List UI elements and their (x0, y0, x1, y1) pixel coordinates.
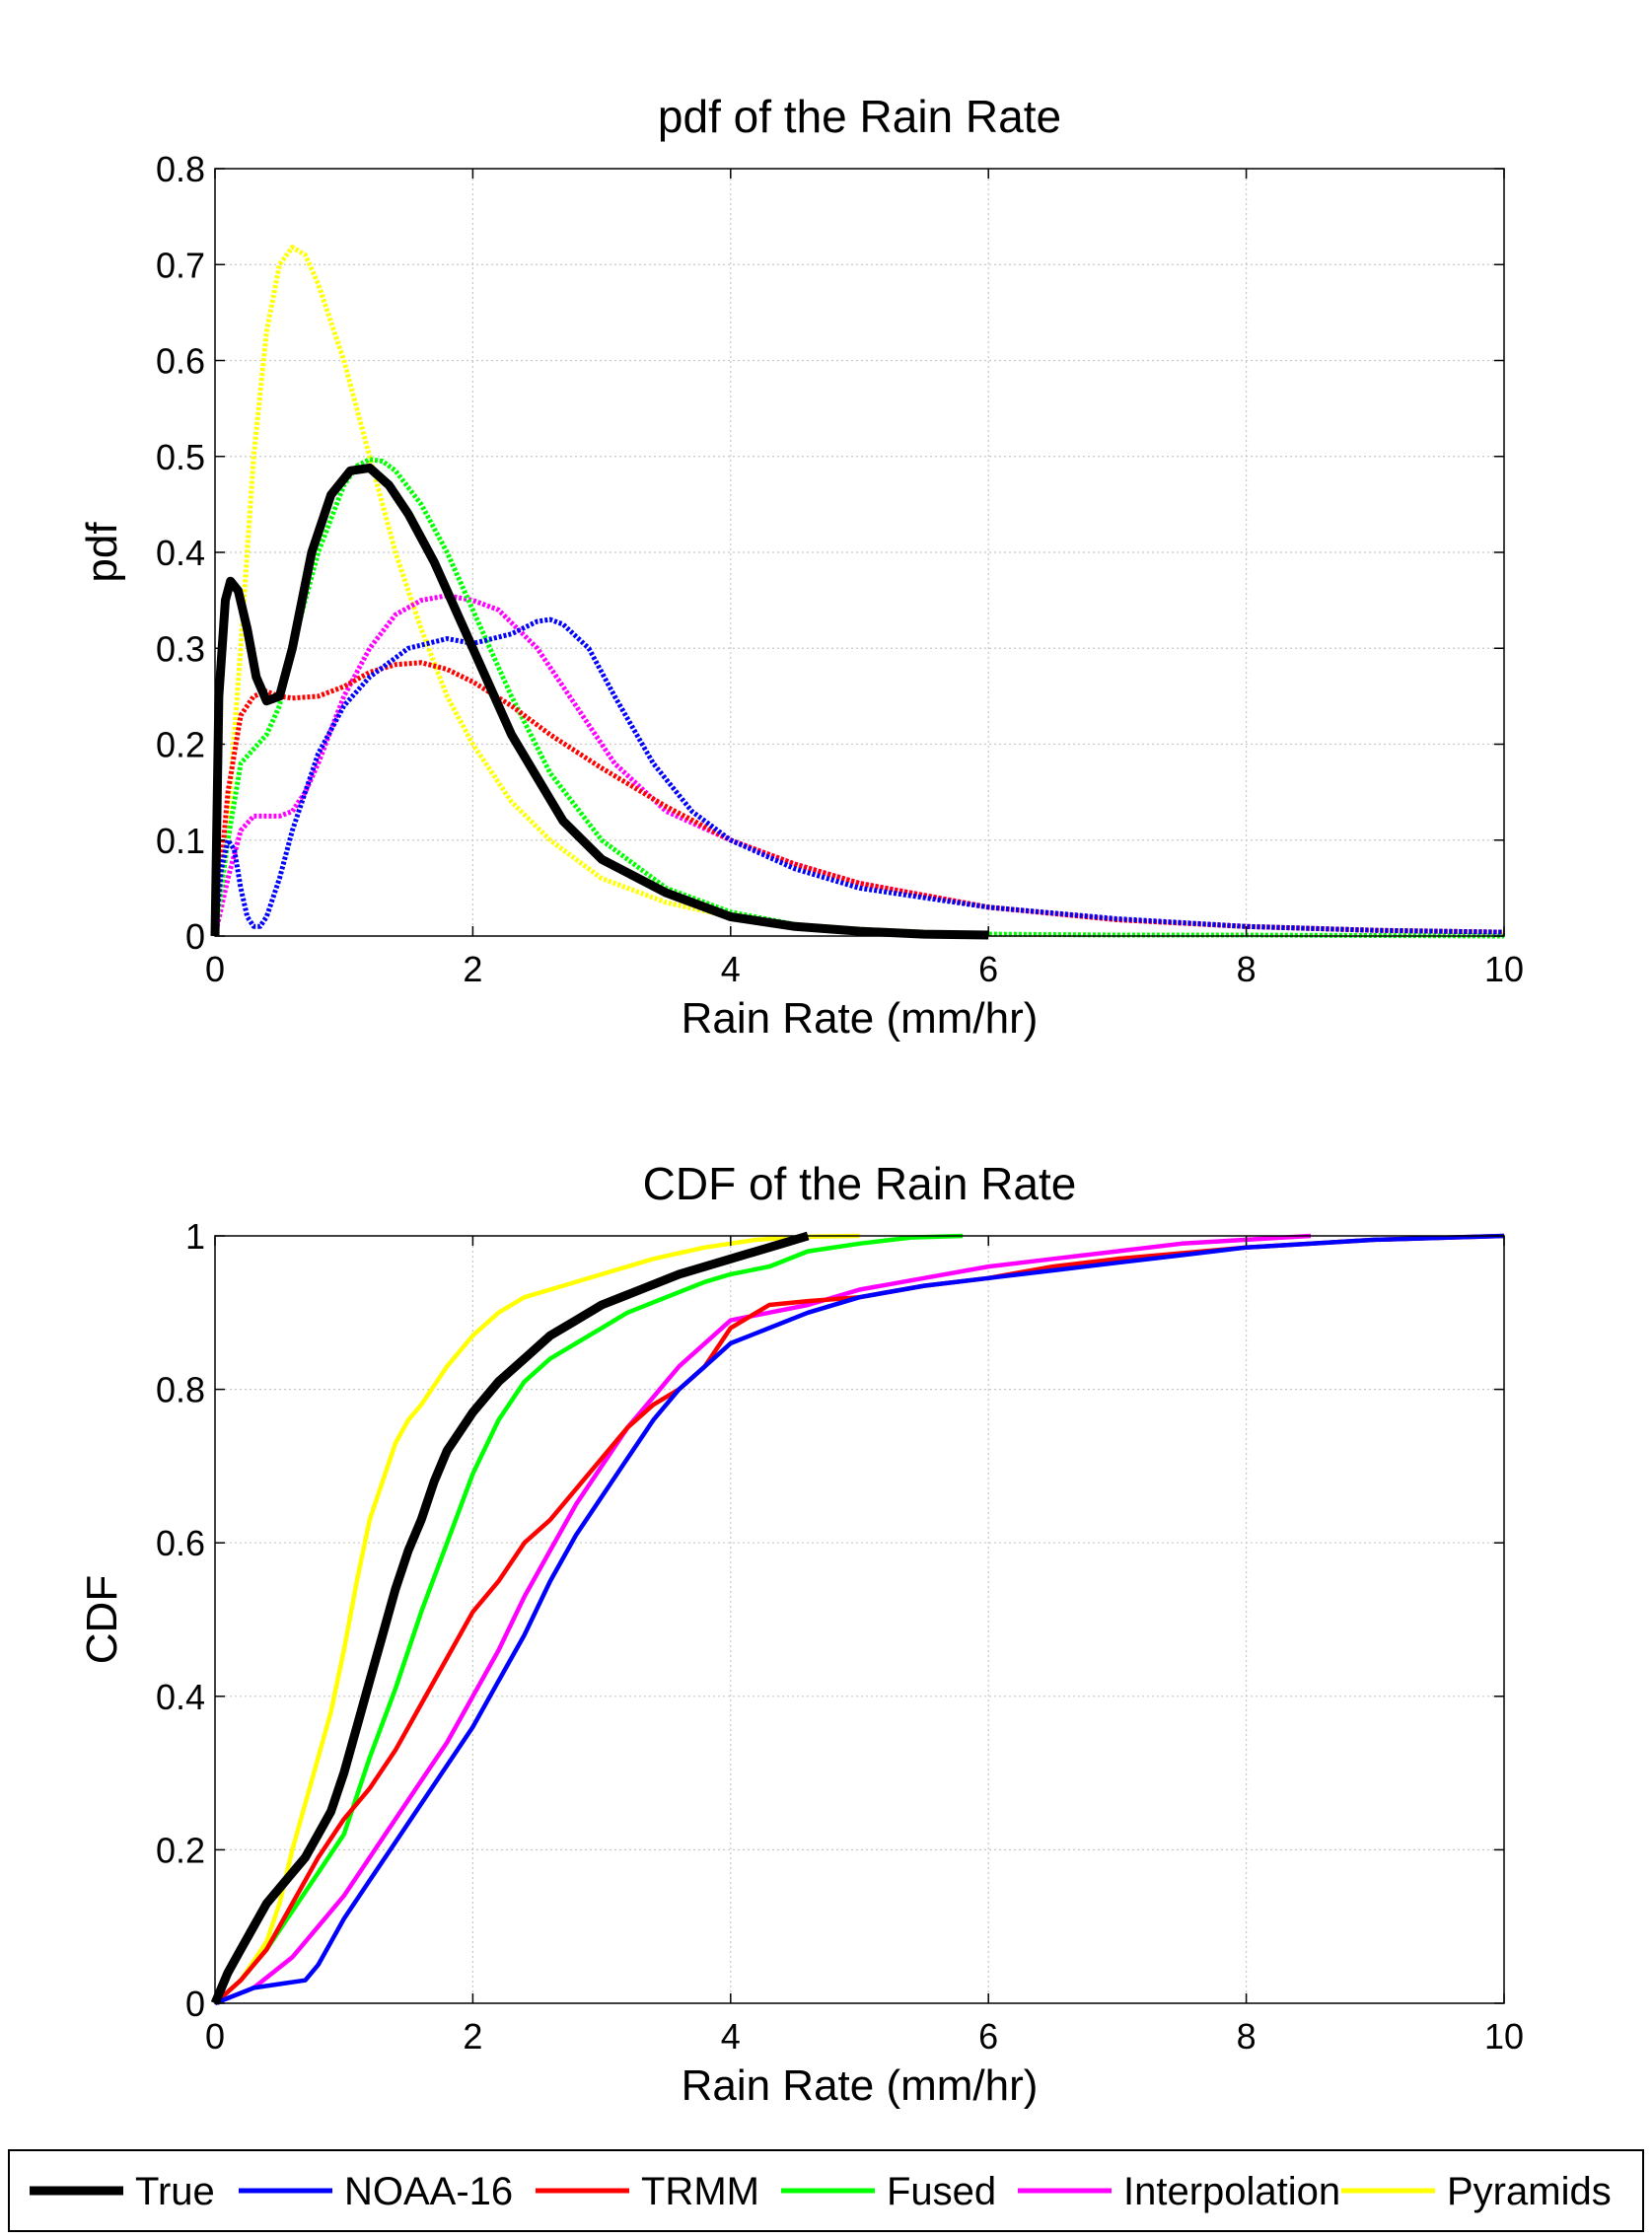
series-line-true (210, 1231, 810, 2005)
y-tick-label: 0.4 (156, 1677, 205, 1717)
series-line-trmm (212, 660, 1505, 937)
x-axis-label: Rain Rate (mm/hr) (682, 994, 1039, 1043)
series-line-true (210, 463, 989, 940)
y-tick-label: 0.7 (156, 245, 205, 285)
series-line-pyramids (213, 1233, 860, 2005)
y-tick-label: 0 (185, 916, 205, 957)
y-tick-label: 0.3 (156, 628, 205, 669)
y-tick-label: 0.1 (156, 821, 205, 861)
plot-area (215, 1236, 1504, 2003)
chart-title: CDF of the Rain Rate (643, 1158, 1077, 1209)
x-tick-label: 4 (721, 949, 741, 989)
cdf-panel: 0 2 4 6 8 10 0 0.2 0.4 0.6 0.8 1 CDF of the Rain Rat… (78, 1158, 1524, 2110)
x-tick-label: 0 (205, 2016, 225, 2057)
x-tick-label: 2 (463, 949, 482, 989)
x-tick-label: 10 (1484, 949, 1524, 989)
x-tick-label: 8 (1237, 949, 1257, 989)
x-axis-label: Rain Rate (mm/hr) (682, 2061, 1039, 2110)
legend-label-noaa-16: NOAA-16 (344, 2170, 513, 2213)
y-tick-label: 0.8 (156, 149, 205, 189)
axes-box (214, 1235, 1505, 2004)
series-line-fused (213, 1233, 964, 2005)
x-tick-label: 6 (978, 2016, 998, 2057)
series-line-noaa-16 (214, 1233, 1505, 2006)
legend-label-interpolation: Interpolation (1123, 2170, 1340, 2213)
series-line-pyramids (212, 245, 989, 937)
x-tick-label: 10 (1484, 2016, 1524, 2057)
y-axis-label: CDF (78, 1575, 126, 1664)
x-tick-label: 4 (721, 2016, 741, 2057)
pdf-panel: 0 2 4 6 8 10 0 0.1 0.2 0.3 0.4 0.5 0.6 0.7 0.8 pdf of t… (78, 91, 1524, 1043)
legend-label-fused: Fused (887, 2170, 996, 2213)
y-tick-label: 1 (185, 1216, 205, 1257)
y-tick-label: 0.8 (156, 1370, 205, 1410)
y-tick-label: 0.2 (156, 725, 205, 765)
y-tick-label: 0.6 (156, 1523, 205, 1563)
x-tick-label: 0 (205, 949, 225, 989)
legend-label-true: True (135, 2170, 215, 2213)
y-axis-label: pdf (78, 522, 126, 583)
series-line-interpolation (214, 1233, 1312, 2006)
y-tick-label: 0.6 (156, 341, 205, 382)
legend-label-pyramids: Pyramids (1447, 2170, 1612, 2213)
y-tick-label: 0 (185, 1984, 205, 2024)
legend: True NOAA-16 TRMM Fused Interpolation Pyramid… (8, 2149, 1644, 2232)
y-tick-label: 0.5 (156, 437, 205, 477)
legend-label-trmm: TRMM (641, 2170, 759, 2213)
x-tick-label: 8 (1237, 2016, 1257, 2057)
chart-title: pdf of the Rain Rate (658, 91, 1061, 142)
y-tick-label: 0.4 (156, 533, 205, 573)
x-tick-label: 6 (978, 949, 998, 989)
y-tick-label: 0.2 (156, 1830, 205, 1870)
x-tick-label: 2 (463, 2016, 482, 2057)
